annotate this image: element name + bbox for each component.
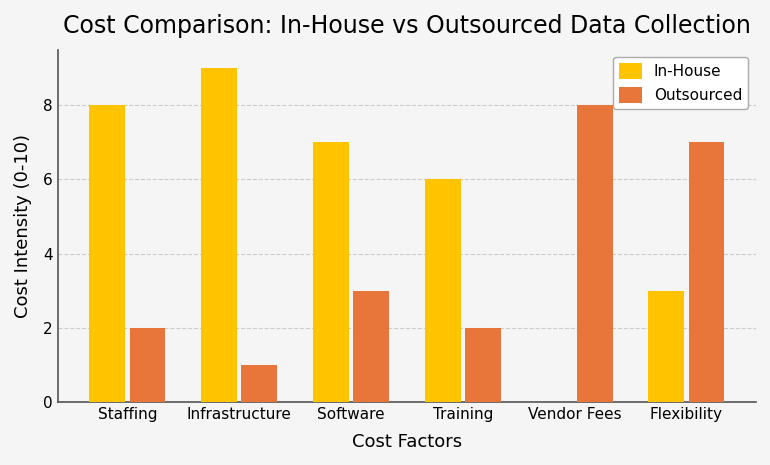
Bar (648, 291, 684, 402)
Bar (313, 142, 349, 402)
Title: Cost Comparison: In-House vs Outsourced Data Collection: Cost Comparison: In-House vs Outsourced … (63, 14, 751, 38)
Bar (353, 291, 389, 402)
Y-axis label: Cost Intensity (0-10): Cost Intensity (0-10) (14, 134, 32, 318)
X-axis label: Cost Factors: Cost Factors (352, 433, 462, 451)
Bar (577, 105, 613, 402)
Bar (242, 365, 277, 402)
Bar (89, 105, 126, 402)
Bar (129, 328, 166, 402)
Bar (688, 142, 725, 402)
Bar (465, 328, 500, 402)
Bar (425, 179, 460, 402)
Legend: In-House, Outsourced: In-House, Outsourced (613, 57, 748, 109)
Bar (201, 68, 237, 402)
